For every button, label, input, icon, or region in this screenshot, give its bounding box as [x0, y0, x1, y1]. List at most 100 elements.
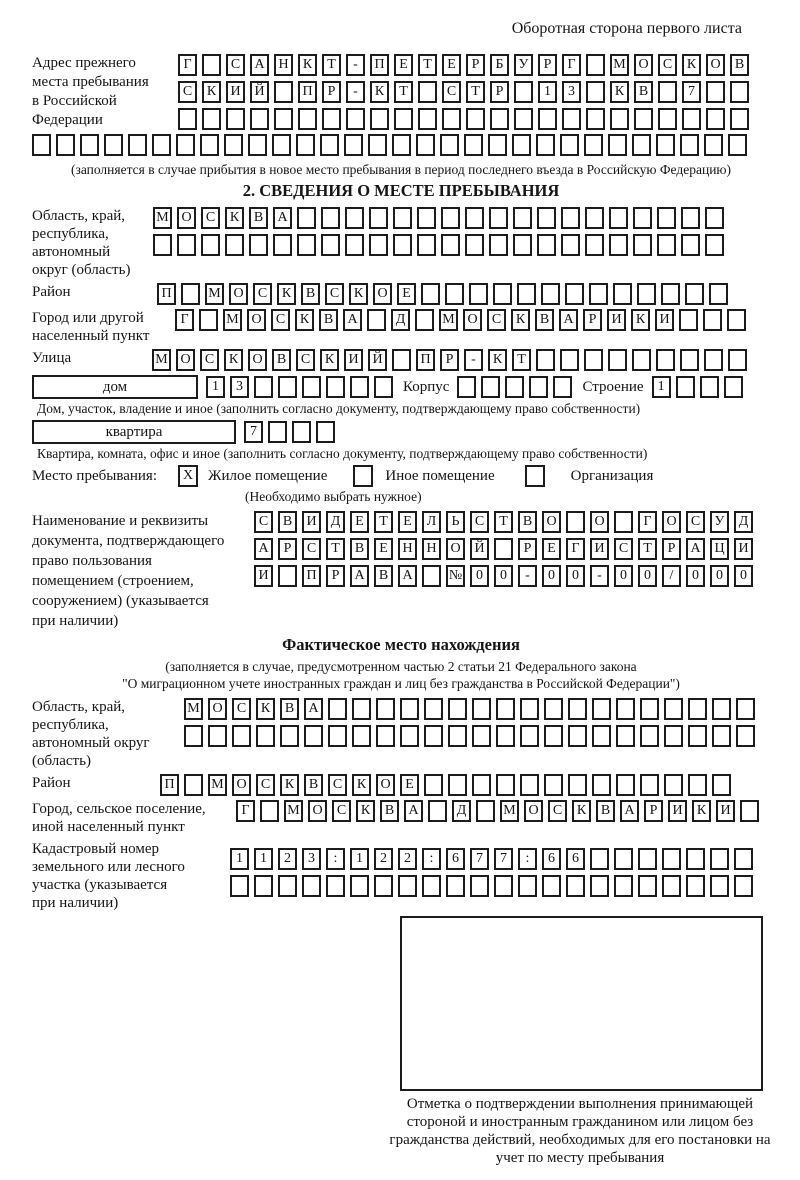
char-cell[interactable]: О	[706, 54, 725, 76]
char-cell[interactable]	[680, 349, 699, 371]
char-cell[interactable]	[734, 875, 753, 897]
char-cell[interactable]: Р	[326, 565, 345, 587]
char-cell[interactable]: И	[302, 511, 321, 533]
char-cell[interactable]	[297, 234, 316, 256]
char-cell[interactable]	[393, 234, 412, 256]
char-cell[interactable]: 0	[470, 565, 489, 587]
char-cell[interactable]	[201, 234, 220, 256]
char-cell[interactable]: /	[662, 565, 681, 587]
char-cell[interactable]: :	[422, 848, 441, 870]
char-cell[interactable]	[686, 875, 705, 897]
char-cell[interactable]	[675, 376, 695, 398]
char-cell[interactable]	[346, 108, 365, 130]
char-cell[interactable]	[614, 511, 633, 533]
char-cell[interactable]	[254, 875, 273, 897]
char-cell[interactable]	[640, 725, 659, 747]
char-cell[interactable]: С	[200, 349, 219, 371]
char-cell[interactable]: С	[254, 511, 273, 533]
document-row-3[interactable]: И П Р А В А № 0 0-0 0-0 0/0 0 0	[254, 565, 753, 587]
char-cell[interactable]	[260, 800, 279, 822]
char-cell[interactable]	[421, 283, 440, 305]
char-cell[interactable]	[505, 376, 525, 398]
char-cell[interactable]	[610, 108, 629, 130]
char-cell[interactable]	[705, 234, 724, 256]
char-cell[interactable]: Й	[470, 538, 489, 560]
char-cell[interactable]	[445, 283, 464, 305]
char-cell[interactable]	[568, 774, 587, 796]
char-cell[interactable]	[472, 698, 491, 720]
char-cell[interactable]	[302, 875, 321, 897]
char-cell[interactable]: 7	[470, 848, 489, 870]
char-cell[interactable]: Р	[662, 538, 681, 560]
char-cell[interactable]: А	[350, 565, 369, 587]
char-cell[interactable]: Ц	[710, 538, 729, 560]
char-cell[interactable]: 6	[566, 848, 585, 870]
char-cell[interactable]: С	[325, 283, 344, 305]
char-cell[interactable]	[520, 725, 539, 747]
char-cell[interactable]	[350, 376, 369, 398]
char-cell[interactable]: К	[298, 54, 317, 76]
char-cell[interactable]: В	[730, 54, 749, 76]
char-cell[interactable]	[632, 134, 651, 156]
char-cell[interactable]: Т	[466, 81, 485, 103]
char-cell[interactable]: П	[298, 81, 317, 103]
char-cell[interactable]: О	[176, 349, 195, 371]
char-cell[interactable]	[202, 108, 221, 130]
char-cell[interactable]	[494, 538, 513, 560]
char-cell[interactable]	[225, 234, 244, 256]
char-cell[interactable]	[392, 134, 411, 156]
char-cell[interactable]	[199, 309, 218, 331]
char-cell[interactable]	[177, 234, 196, 256]
char-cell[interactable]: 7	[244, 421, 263, 443]
char-cell[interactable]	[350, 875, 369, 897]
char-cell[interactable]	[512, 134, 531, 156]
char-cell[interactable]: О	[542, 511, 561, 533]
char-cell[interactable]	[274, 81, 293, 103]
char-cell[interactable]: А	[404, 800, 423, 822]
char-cell[interactable]	[415, 309, 434, 331]
char-cell[interactable]: Е	[374, 538, 393, 560]
char-cell[interactable]: А	[304, 698, 323, 720]
char-cell[interactable]: С	[253, 283, 272, 305]
char-cell[interactable]	[640, 774, 659, 796]
char-cell[interactable]: Т	[418, 54, 437, 76]
char-cell[interactable]	[589, 283, 608, 305]
char-cell[interactable]	[656, 349, 675, 371]
char-cell[interactable]: 7	[682, 81, 701, 103]
checkbox-organizatsiya[interactable]	[524, 465, 545, 487]
char-cell[interactable]: М	[439, 309, 458, 331]
char-cell[interactable]	[633, 207, 652, 229]
char-cell[interactable]	[280, 725, 299, 747]
char-cell[interactable]	[274, 108, 293, 130]
char-cell[interactable]	[326, 875, 345, 897]
char-cell[interactable]	[345, 234, 364, 256]
char-cell[interactable]	[352, 698, 371, 720]
char-cell[interactable]: П	[416, 349, 435, 371]
char-cell[interactable]: В	[280, 698, 299, 720]
char-cell[interactable]	[400, 698, 419, 720]
char-cell[interactable]: -	[346, 54, 365, 76]
char-cell[interactable]	[152, 134, 171, 156]
char-cell[interactable]	[710, 875, 729, 897]
char-cell[interactable]	[200, 134, 219, 156]
char-cell[interactable]	[590, 875, 609, 897]
char-cell[interactable]	[634, 108, 653, 130]
char-cell[interactable]: Д	[326, 511, 345, 533]
char-cell[interactable]	[320, 134, 339, 156]
char-cell[interactable]: Р	[538, 54, 557, 76]
char-cell[interactable]	[517, 283, 536, 305]
char-cell[interactable]	[709, 283, 728, 305]
char-cell[interactable]: Т	[326, 538, 345, 560]
char-cell[interactable]	[466, 108, 485, 130]
char-cell[interactable]: П	[157, 283, 176, 305]
char-cell[interactable]: О	[229, 283, 248, 305]
char-cell[interactable]	[328, 698, 347, 720]
char-cell[interactable]	[32, 134, 51, 156]
char-cell[interactable]: В	[374, 565, 393, 587]
char-cell[interactable]	[370, 108, 389, 130]
char-cell[interactable]	[561, 234, 580, 256]
char-cell[interactable]: О	[177, 207, 196, 229]
